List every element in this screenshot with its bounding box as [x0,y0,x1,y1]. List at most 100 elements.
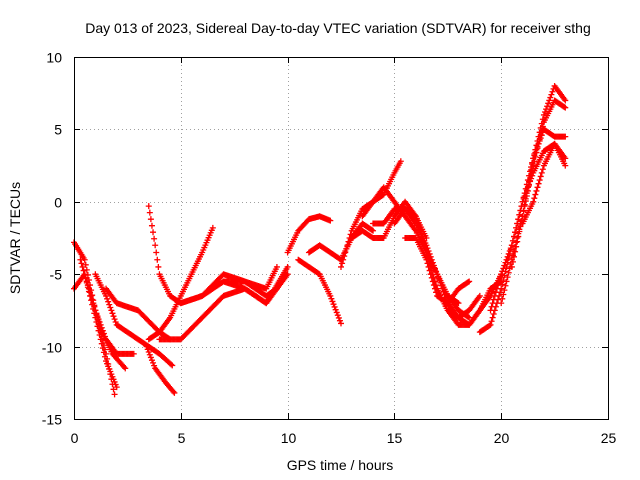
data-point [516,228,523,235]
data-point [171,389,178,396]
data-point [539,116,546,123]
data-point [493,285,500,292]
data-point [501,262,508,269]
data-point [438,282,445,289]
data-point [113,384,120,391]
x-axis-title: GPS time / hours [287,457,394,473]
data-point [107,304,114,311]
data-point [455,300,462,307]
data-point [490,311,497,318]
y-tick-label: -5 [50,267,63,283]
data-point [504,253,511,260]
data-point [92,307,99,314]
data-point [338,320,344,327]
data-point [146,351,153,358]
data-point [412,213,419,220]
data-point [97,336,104,343]
data-point [509,237,516,244]
data-point [545,100,552,107]
data-point [91,303,98,310]
grid [74,57,608,419]
data-point [145,203,152,210]
data-point [83,278,90,285]
data-point [414,220,421,227]
data-point [79,263,86,270]
data-point [148,357,155,364]
data-point [531,151,538,158]
data-point [151,362,158,369]
data-point [334,312,341,319]
data-point [427,271,434,278]
data-point [121,364,128,371]
data-point [90,300,97,307]
data-point [508,263,515,270]
plot-frame [74,57,609,420]
x-tick-label: 20 [494,430,510,446]
data-point [521,201,528,208]
data-point [439,285,446,292]
data-series [338,158,404,270]
data-point [546,97,553,104]
y-tick-label: -10 [42,340,62,356]
data-point [562,133,569,140]
data-point [440,288,447,295]
data-point [536,177,543,184]
data-point [97,321,104,328]
data-point [147,216,154,223]
data-point [538,120,545,127]
data-point [511,248,518,255]
data-point [284,271,291,278]
data-point [100,349,107,356]
data-point [87,289,94,296]
y-tick-label: 0 [54,195,62,211]
data-point [108,307,115,314]
data-point [413,216,420,223]
data-point [528,166,535,173]
data-point [486,322,493,329]
data-point [112,318,119,325]
data-point [104,295,111,302]
data-point [341,253,348,260]
data-point [516,211,523,218]
data-point [524,184,531,191]
data-point [454,299,461,306]
data-point [152,242,159,249]
data-point [85,285,92,292]
data-point [541,109,548,116]
data-point [443,297,450,304]
data-point [547,94,554,101]
data-point [147,354,154,361]
data-series [145,224,216,343]
data-point [511,253,518,260]
data-point [499,281,506,288]
data-point [84,282,91,289]
data-point [540,111,547,118]
data-point [512,229,519,236]
data-point [96,318,103,325]
data-point [434,271,441,278]
data-point [81,271,88,278]
data-point [489,300,496,307]
data-point [333,309,340,316]
data-point [122,365,129,372]
data-point [428,274,435,281]
data-point [501,272,508,279]
data-point [441,291,448,298]
data-point [496,278,503,285]
data-point [82,274,89,281]
data-point [154,256,161,263]
data-point [515,233,522,240]
data-point [397,158,404,165]
data-point [331,303,338,310]
data-point [530,155,537,162]
data-point [497,274,504,281]
data-series [81,271,137,357]
data-point [99,327,106,334]
data-point [418,231,425,238]
data-point [103,292,110,299]
data-point [411,212,418,219]
data-point [429,278,436,285]
data-point [436,276,443,283]
data-point [514,238,521,245]
data-point [505,250,512,257]
